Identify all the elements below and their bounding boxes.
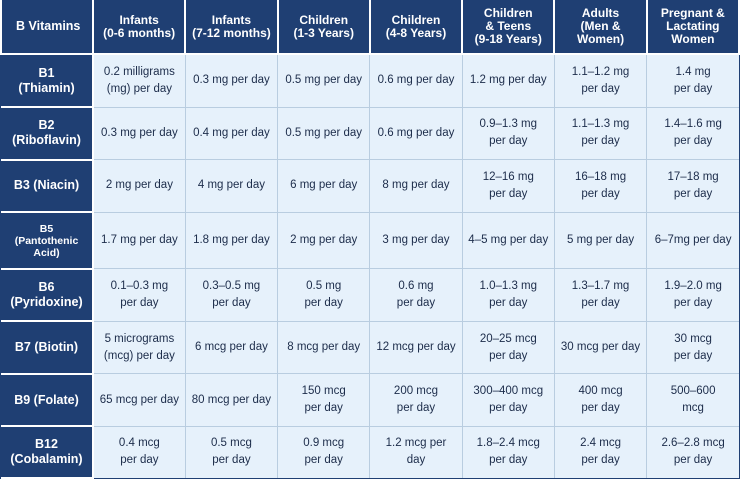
table-cell: 1.8 mg per day: [184, 211, 279, 270]
table-cell: 0.2 milligrams (mg) per day: [92, 53, 186, 108]
table-cell: 30 mcg per day: [553, 320, 648, 375]
vitamin-label: B6 (Pyridoxine): [1, 267, 94, 323]
table-row: B7 (Biotin) 5 micrograms (mcg) per day 6 mc…: [1, 320, 739, 375]
table-row: B12 (Cobalamin) 0.4 mcg per day 0.5 mcg per d…: [1, 425, 739, 479]
table-cell: 0.3 mg per day: [184, 53, 279, 108]
table-cell: 150 mcg per day: [277, 373, 371, 427]
table-cell: 0.3–0.5 mg per day: [184, 268, 279, 322]
vitamin-label: B2 (Riboflavin): [1, 106, 94, 161]
corner-header: B Vitamins: [0, 0, 94, 55]
table-cell: 0.6 mg per day: [369, 53, 463, 108]
column-header: Pregnant & Lactating Women: [645, 0, 740, 55]
table-cell: 6 mg per day: [277, 159, 371, 213]
table-cell: 0.5 mg per day: [277, 53, 371, 108]
vitamin-label: B12 (Cobalamin): [1, 425, 94, 479]
table-cell: 16–18 mg per day: [553, 159, 648, 213]
table-cell: 1.1–1.3 mg per day: [553, 106, 648, 161]
table-cell: 4–5 mg per day: [461, 211, 555, 270]
table-cell: 17–18 mg per day: [646, 159, 739, 213]
table-cell: 0.9–1.3 mg per day: [461, 106, 555, 161]
table-cell: 6–7mg per day: [646, 211, 739, 270]
table-row: B1 (Thiamin) 0.2 milligrams (mg) per day 0.3…: [1, 52, 739, 109]
table-row: B2 (Riboflavin) 0.3 mg per day 0.4 mg per d…: [1, 106, 739, 161]
table-cell: 300–400 mcg per day: [461, 373, 555, 427]
table-cell: 0.4 mg per day: [184, 106, 279, 161]
header-row: B Vitamins Infants (0-6 months) Infants (7…: [0, 0, 740, 55]
table-cell: 2 mg per day: [277, 211, 371, 270]
table-cell: 1.1–1.2 mg per day: [553, 53, 648, 108]
table-row: B6 (Pyridoxine) 0.1–0.3 mg per day 0.3–0.5 m…: [1, 267, 739, 323]
vitamin-label: B9 (Folate): [1, 372, 94, 428]
table-cell: 5 micrograms (mcg) per day: [92, 320, 186, 375]
table-cell: 5 mg per day: [553, 211, 648, 270]
column-header: Adults (Men & Women): [553, 0, 648, 55]
table-cell: 1.0–1.3 mg per day: [461, 268, 555, 322]
table-row: B3 (Niacin) 2 mg per day 4 mg per day 6 mg …: [1, 158, 739, 214]
vitamin-label: B3 (Niacin): [1, 158, 94, 214]
table-cell: 200 mcg per day: [369, 373, 463, 427]
table-cell: 0.4 mcg per day: [92, 425, 186, 478]
table-cell: 3 mg per day: [369, 211, 463, 270]
table-cell: 0.5 mcg per day: [184, 425, 279, 478]
column-header: Infants (7-12 months): [184, 0, 279, 55]
table-cell: 1.3–1.7 mg per day: [553, 268, 648, 322]
vitamin-label: B5 (Pantothenic Acid): [1, 211, 94, 270]
table-row: B9 (Folate) 65 mcg per day 80 mcg per day 1…: [1, 372, 739, 428]
table-cell: 80 mcg per day: [184, 373, 279, 427]
table-body: B1 (Thiamin) 0.2 milligrams (mg) per day 0.3…: [1, 52, 739, 479]
table-cell: 1.4–1.6 mg per day: [646, 106, 739, 161]
table-cell: 1.8–2.4 mcg per day: [461, 425, 555, 478]
table-cell: 2.4 mcg per day: [553, 425, 648, 478]
vitamin-label: B1 (Thiamin): [1, 52, 94, 109]
table-cell: 0.1–0.3 mg per day: [92, 268, 186, 322]
vitamin-label: B7 (Biotin): [1, 320, 94, 375]
table-cell: 500–600 mcg: [646, 373, 739, 427]
table-cell: 65 mcg per day: [92, 373, 186, 427]
column-header: Infants (0-6 months): [91, 0, 187, 55]
table-cell: 1.7 mg per day: [92, 211, 186, 270]
table-cell: 1.4 mg per day: [646, 53, 739, 108]
table-cell: 400 mcg per day: [553, 373, 648, 427]
table-cell: 30 mcg per day: [646, 320, 739, 375]
table-cell: 0.9 mcg per day: [277, 425, 371, 478]
table-cell: 0.3 mg per day: [92, 106, 186, 161]
table-cell: 2 mg per day: [92, 159, 186, 213]
table-cell: 0.5 mg per day: [277, 268, 371, 322]
table-cell: 0.6 mg per day: [369, 106, 463, 161]
table-cell: 20–25 mcg per day: [461, 320, 555, 375]
table-cell: 12 mcg per day: [369, 320, 463, 375]
table-cell: 8 mcg per day: [277, 320, 371, 375]
table-cell: 1.2 mg per day: [461, 53, 555, 108]
table-cell: 12–16 mg per day: [461, 159, 555, 213]
table-row: B5 (Pantothenic Acid) 1.7 mg per day 1.8 mg …: [1, 211, 739, 270]
column-header: Children & Teens (9-18 Years): [461, 0, 556, 55]
column-header: Children (1-3 Years): [276, 0, 371, 55]
column-header: Children (4-8 Years): [368, 0, 464, 55]
table-cell: 8 mg per day: [369, 159, 463, 213]
table-cell: 2.6–2.8 mcg per day: [646, 425, 739, 478]
table-cell: 0.6 mg per day: [369, 268, 463, 322]
table-cell: 6 mcg per day: [184, 320, 279, 375]
table-cell: 1.9–2.0 mg per day: [646, 268, 739, 322]
table-cell: 4 mg per day: [184, 159, 279, 213]
table-cell: 1.2 mcg per day: [369, 425, 463, 478]
table-cell: 0.5 mg per day: [277, 106, 371, 161]
